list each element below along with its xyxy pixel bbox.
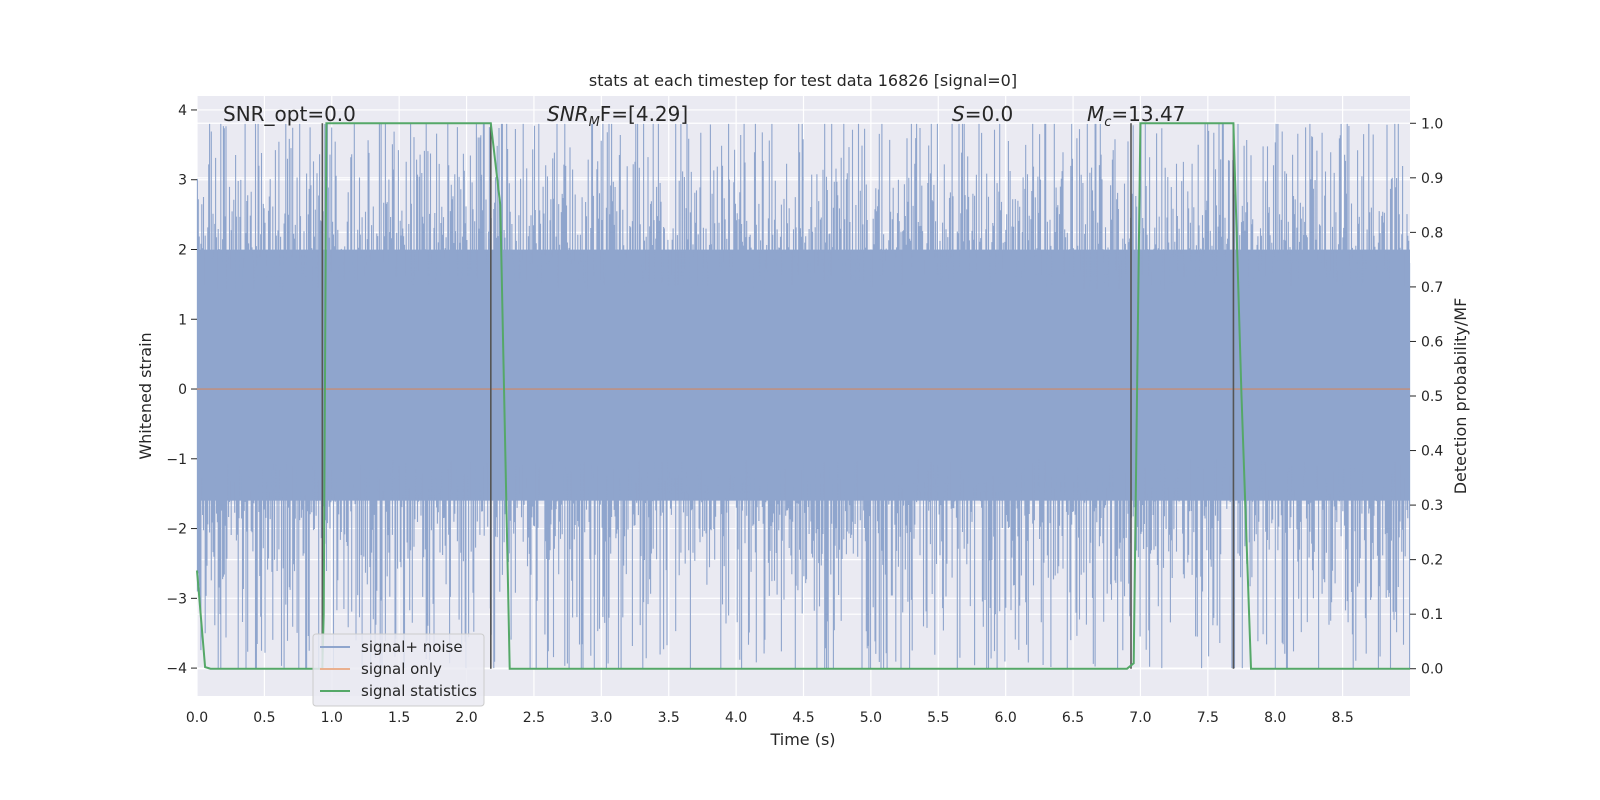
x-axis-label: Time (s) bbox=[769, 730, 835, 749]
y-tick-label: 4 bbox=[178, 103, 187, 119]
x-tick-label: 1.0 bbox=[321, 710, 343, 726]
y-tick-label: −3 bbox=[166, 591, 187, 607]
x-tick-label: 5.0 bbox=[860, 710, 882, 726]
x-axis: 0.0 0.5 1.0 1.5 2.0 2.5 3.0 3.5 4.0 4.5 5.0 5.5 6.0 6… bbox=[186, 710, 1354, 726]
x-tick-label: 4.5 bbox=[792, 710, 814, 726]
legend-label-signal-only: signal only bbox=[361, 660, 442, 678]
x-tick-label: 0.5 bbox=[253, 710, 275, 726]
legend-label-signal-noise: signal+ noise bbox=[361, 638, 463, 656]
y-tick-label: −1 bbox=[166, 452, 187, 468]
x-tick-label: 2.0 bbox=[455, 710, 477, 726]
x-tick-label: 6.5 bbox=[1062, 710, 1084, 726]
x-tick-label: 8.5 bbox=[1331, 710, 1353, 726]
x-tick-label: 8.0 bbox=[1264, 710, 1286, 726]
x-tick-label: 6.0 bbox=[995, 710, 1017, 726]
y2-tick-label: 0.7 bbox=[1421, 280, 1443, 296]
y-tick-label: 0 bbox=[178, 382, 187, 398]
x-tick-label: 4.0 bbox=[725, 710, 747, 726]
annotation-mc: Mc=13.47 bbox=[1087, 102, 1185, 130]
x-tick-label: 3.0 bbox=[590, 710, 612, 726]
y2-tick-label: 0.6 bbox=[1421, 334, 1443, 350]
y2-tick-label: 0.2 bbox=[1421, 553, 1443, 569]
event-markers bbox=[321, 123, 1235, 669]
x-tick-label: 7.5 bbox=[1197, 710, 1219, 726]
y-axis-left: 4 3 2 1 0 −1 −2 −3 −4 bbox=[166, 103, 197, 677]
y2-tick-label: 0.3 bbox=[1421, 498, 1443, 514]
y-tick-label: 1 bbox=[178, 312, 187, 328]
y2-tick-label: 1.0 bbox=[1421, 116, 1443, 132]
x-tick-label: 0.0 bbox=[186, 710, 208, 726]
x-tick-label: 3.5 bbox=[658, 710, 680, 726]
y-tick-label: −2 bbox=[166, 522, 187, 538]
legend: signal+ noise signal only signal statist… bbox=[312, 633, 485, 707]
legend-box bbox=[312, 633, 485, 707]
y-axis-right: 1.0 0.9 0.8 0.7 0.6 0.5 0.4 0.3 0.2 0.1 0.0 bbox=[1410, 116, 1443, 678]
chart-title: stats at each timestep for test data 168… bbox=[589, 71, 1017, 90]
y2-tick-label: 0.8 bbox=[1421, 225, 1443, 241]
x-tick-label: 5.5 bbox=[927, 710, 949, 726]
annotation-s: S=0.0 bbox=[952, 102, 1013, 126]
annotation-snr-opt: SNR_opt=0.0 bbox=[223, 102, 356, 126]
noise-spikes bbox=[196, 123, 1411, 669]
x-tick-label: 2.5 bbox=[523, 710, 545, 726]
x-tick-label: 1.5 bbox=[388, 710, 410, 726]
y2-tick-label: 0.0 bbox=[1421, 662, 1443, 678]
y2-tick-label: 0.5 bbox=[1421, 389, 1443, 405]
y-axis-label: Whitened strain bbox=[136, 332, 155, 459]
y-tick-label: 2 bbox=[178, 242, 187, 258]
legend-label-signal-statistics: signal statistics bbox=[361, 682, 477, 700]
y-tick-label: −4 bbox=[166, 661, 187, 677]
annotations: SNR_opt=0.0 SNRMF=[4.29] S=0.0 Mc=13.47 bbox=[223, 102, 1185, 130]
y2-axis-label: Detection probability/MF bbox=[1451, 298, 1470, 495]
y2-tick-label: 0.1 bbox=[1421, 607, 1443, 623]
x-tick-label: 7.0 bbox=[1129, 710, 1151, 726]
y2-tick-label: 0.9 bbox=[1421, 171, 1443, 187]
series-signal-plus-noise bbox=[196, 123, 1411, 669]
y2-tick-label: 0.4 bbox=[1421, 444, 1443, 460]
annotation-snr-mf: SNRMF=[4.29] bbox=[547, 102, 688, 130]
y-tick-label: 3 bbox=[178, 173, 187, 189]
